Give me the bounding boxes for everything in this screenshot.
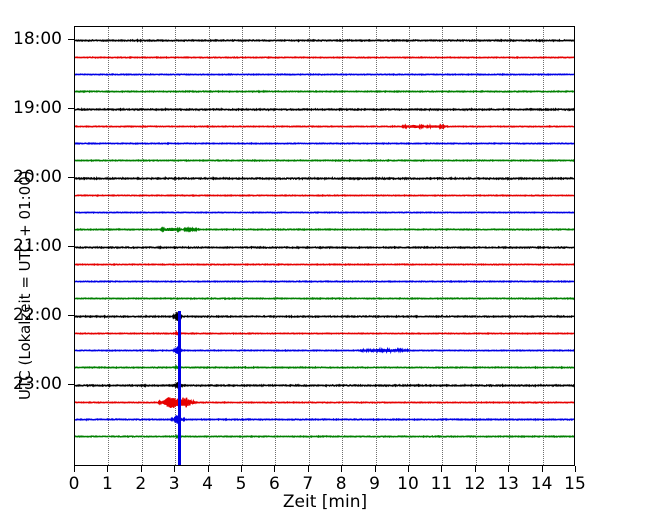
seismogram-trace: [75, 309, 574, 324]
seismogram-trace: [75, 50, 574, 65]
y-tick-label: 21:00: [13, 236, 62, 256]
seismogram-trace: [75, 326, 574, 341]
y-tick-label: 20:00: [13, 167, 62, 187]
y-tick-mark: [68, 384, 74, 385]
gridline-vertical: [509, 27, 511, 465]
x-tick-mark: [374, 466, 376, 472]
x-tick-label: 6: [268, 474, 280, 494]
x-tick-mark: [174, 466, 176, 472]
y-tick-mark: [68, 315, 74, 316]
seismogram-trace: [75, 257, 574, 272]
plot-area: [74, 26, 575, 466]
seismogram-trace: [75, 378, 574, 393]
gridline-vertical: [409, 27, 410, 465]
gridline-vertical: [108, 27, 110, 465]
x-tick-mark: [107, 466, 109, 472]
gridline-vertical: [475, 27, 477, 465]
x-tick-label: 9: [369, 474, 380, 494]
x-tick-label: 0: [68, 474, 80, 494]
gridline-vertical: [308, 27, 310, 465]
seismogram-trace: [75, 274, 574, 289]
y-tick-mark: [68, 39, 74, 40]
major-event-spike: [178, 311, 181, 465]
x-tick-label: 13: [497, 474, 519, 494]
seismogram-trace: [75, 429, 574, 444]
seismogram-trace: [75, 412, 574, 427]
seismogram-trace: [75, 291, 574, 306]
gridline-vertical: [141, 27, 143, 465]
x-tick-mark: [541, 466, 543, 472]
y-tick-mark: [68, 177, 74, 178]
seismogram-trace: [75, 136, 574, 151]
x-tick-label: 7: [302, 474, 314, 494]
seismogram-trace: [75, 33, 574, 48]
seismogram-trace: [75, 205, 574, 220]
y-tick-label: 18:00: [13, 29, 62, 49]
gridline-vertical: [175, 27, 177, 465]
gridline-vertical: [275, 27, 277, 465]
x-tick-label: 10: [397, 474, 419, 494]
seismogram-trace: [75, 67, 574, 82]
seismogram-trace: [75, 119, 574, 134]
gridline-vertical: [342, 27, 344, 465]
y-tick-label: 22:00: [13, 305, 62, 325]
y-axis-label: UTC (Lokalzeit = UTC + 01:00): [16, 170, 34, 400]
x-tick-mark: [74, 466, 75, 472]
y-tick-label: 23:00: [13, 374, 62, 394]
x-tick-mark: [307, 466, 309, 472]
x-tick-mark: [575, 466, 576, 472]
x-tick-label: 12: [463, 474, 486, 494]
x-tick-label: 5: [235, 474, 247, 494]
gridline-vertical: [442, 27, 444, 465]
seismogram-trace: [75, 343, 574, 358]
gridline-vertical: [208, 27, 210, 465]
x-tick-label: 1: [101, 474, 113, 494]
gridline-vertical: [375, 27, 377, 465]
seismogram-trace: [75, 171, 574, 186]
seismogram-trace: [75, 153, 574, 168]
gridline-vertical: [542, 27, 544, 465]
x-axis-label: Zeit [min]: [282, 492, 368, 512]
seismogram-trace: [75, 188, 574, 203]
y-tick-mark: [68, 108, 74, 109]
x-tick-mark: [207, 466, 209, 472]
x-tick-label: 14: [530, 474, 553, 494]
seismogram-trace: [75, 395, 574, 410]
x-tick-label: 15: [564, 474, 586, 494]
y-tick-mark: [68, 246, 74, 247]
x-tick-mark: [341, 466, 343, 472]
seismogram-trace: [75, 222, 574, 237]
x-tick-mark: [241, 466, 242, 472]
x-tick-mark: [508, 466, 510, 472]
x-tick-mark: [474, 466, 476, 472]
x-tick-label: 4: [202, 474, 213, 494]
seismogram-trace: [75, 360, 574, 375]
x-tick-mark: [441, 466, 443, 472]
seismogram-trace: [75, 240, 574, 255]
seismogram-trace: [75, 84, 574, 99]
x-tick-label: 8: [335, 474, 347, 494]
gridline-vertical: [242, 27, 243, 465]
x-tick-label: 2: [135, 474, 147, 494]
x-tick-mark: [408, 466, 409, 472]
x-tick-mark: [274, 466, 276, 472]
seismogram-trace: [75, 102, 574, 117]
x-tick-label: 11: [430, 474, 453, 494]
x-tick-label: 3: [168, 474, 180, 494]
x-tick-mark: [140, 466, 142, 472]
y-tick-label: 19:00: [13, 98, 62, 118]
